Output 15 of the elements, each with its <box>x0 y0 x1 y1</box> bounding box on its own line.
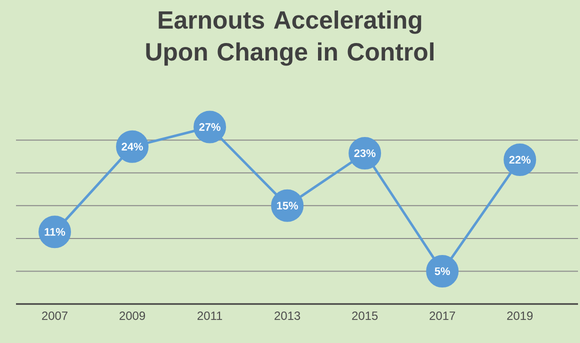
data-label: 24% <box>122 142 143 151</box>
x-tick-label: 2011 <box>198 312 222 320</box>
data-label: 5% <box>434 267 450 276</box>
data-label: 23% <box>354 149 376 158</box>
x-tick-label: 2009 <box>120 312 145 320</box>
data-label: 22% <box>509 156 531 164</box>
x-tick-label: 2017 <box>430 312 456 320</box>
data-label: 27% <box>199 123 220 131</box>
x-tick-label: 2019 <box>507 312 533 320</box>
x-tick-label: 2013 <box>274 312 300 320</box>
data-label: 15% <box>277 202 298 210</box>
chart-title: Earnouts Accelerating Upon Change in Control <box>146 10 434 66</box>
data-label: 11% <box>44 228 66 236</box>
x-tick-label: 2007 <box>42 312 68 320</box>
x-tick-label: 2015 <box>352 312 378 320</box>
